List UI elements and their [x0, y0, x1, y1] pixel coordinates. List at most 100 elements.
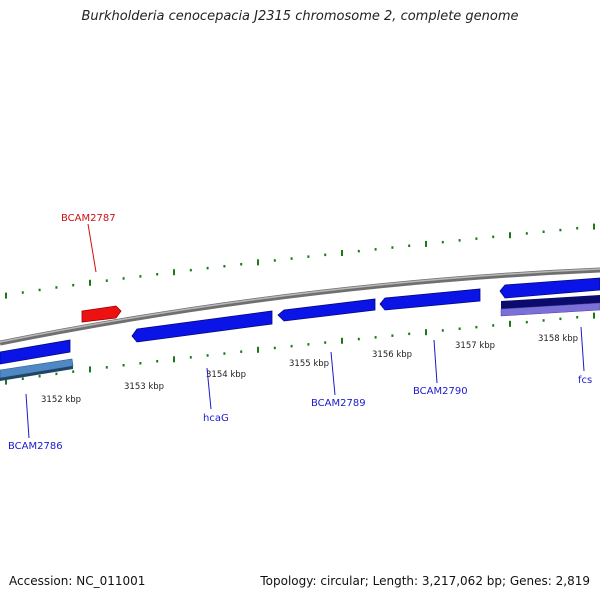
leader-fcs [580, 326, 585, 372]
inner-tick-mark [240, 350, 243, 353]
inner-tick-mark [5, 378, 7, 385]
gene-arrow-bcam2787[interactable] [81, 305, 122, 323]
inner-tick-mark [542, 319, 545, 322]
outer-tick-mark [273, 259, 276, 262]
gene-reverse-dark[interactable] [501, 295, 600, 309]
inner-tick-mark [458, 327, 461, 330]
gene-label-fcs[interactable]: fcs [578, 375, 592, 386]
outer-tick-mark [391, 246, 394, 249]
inner-tick-mark [55, 372, 58, 376]
inner-tick-mark [173, 356, 175, 363]
outer-tick-mark [290, 257, 293, 260]
inner-tick-mark [324, 341, 327, 344]
outer-tick-mark [441, 240, 444, 244]
scale-label: 3152 kbp [41, 395, 81, 405]
outer-tick-mark [425, 240, 427, 247]
scale-label: 3157 kbp [455, 341, 495, 351]
outer-tick-mark [105, 279, 108, 282]
outer-tick-ring [5, 223, 595, 299]
outer-tick-mark [122, 277, 125, 280]
outer-tick-mark [156, 273, 159, 276]
inner-tick-mark [341, 337, 343, 344]
chromosome-backbone-highlight [0, 268, 600, 343]
outer-tick-mark [307, 255, 310, 258]
inner-tick-mark [38, 375, 41, 378]
gene-arrow-right-edge[interactable] [499, 277, 600, 299]
inner-tick-mark [290, 344, 293, 348]
accession-text: Accession: NC_011001 [9, 574, 146, 588]
outer-tick-mark [257, 259, 259, 266]
inner-tick-mark [307, 343, 310, 346]
inner-tick-mark [475, 325, 478, 329]
inner-tick-mark [122, 364, 125, 367]
inner-tick-mark [139, 362, 142, 365]
outer-tick-mark [5, 292, 7, 299]
outer-tick-mark [72, 283, 75, 287]
outer-tick-mark [341, 250, 343, 256]
outer-tick-mark [576, 227, 579, 230]
inner-tick-mark [206, 354, 209, 357]
outer-tick-mark [374, 248, 377, 251]
outer-tick-mark [525, 232, 528, 235]
scale-label: 3156 kbp [372, 350, 412, 360]
map-title: Burkholderia cenocepacia J2315 chromosom… [81, 9, 519, 24]
inner-tick-mark [21, 377, 24, 380]
scale-label: 3153 kbp [124, 382, 164, 392]
gene-arrow-hcag[interactable] [131, 310, 273, 343]
outer-tick-mark [475, 237, 478, 240]
inner-tick-mark [156, 360, 159, 363]
gene-label-bcam2787[interactable]: BCAM2787 [61, 213, 116, 224]
outer-tick-mark [559, 228, 562, 232]
gene-label-bcam2789[interactable]: BCAM2789 [311, 398, 366, 409]
scale-label: 3158 kbp [538, 334, 578, 344]
gene-arrow-left-edge[interactable] [0, 339, 71, 365]
inner-tick-mark [189, 356, 192, 359]
inner-tick-mark [441, 329, 444, 332]
gene-label-bcam2786[interactable]: BCAM2786 [8, 441, 63, 452]
outer-tick-mark [89, 279, 91, 286]
outer-tick-mark [408, 244, 411, 247]
inner-tick-mark [391, 334, 394, 337]
outer-tick-mark [458, 239, 461, 242]
leader-bcam2786 [25, 393, 30, 439]
inner-tick-mark [525, 320, 528, 324]
outer-tick-mark [189, 268, 192, 272]
outer-tick-mark [593, 223, 595, 230]
leader-bcam2789 [330, 351, 336, 396]
gene-arrow-bcam2790[interactable] [379, 288, 481, 311]
outer-tick-mark [173, 269, 175, 276]
leader-bcam2787 [87, 223, 97, 273]
scale-label: 3155 kbp [289, 359, 329, 369]
scale-label: 3154 kbp [206, 370, 246, 380]
inner-tick-mark [593, 312, 595, 319]
leader-bcam2790 [433, 339, 438, 384]
outer-tick-mark [509, 232, 511, 239]
outer-tick-mark [21, 291, 24, 294]
inner-tick-mark [408, 332, 411, 336]
inner-tick-ring [5, 312, 595, 385]
gene-arrow-bcam2789[interactable] [277, 298, 376, 322]
inner-tick-mark [492, 324, 495, 327]
inner-tick-mark [273, 346, 276, 350]
inner-tick-mark [559, 317, 562, 321]
inner-tick-mark [425, 329, 427, 336]
outer-tick-mark [206, 266, 209, 270]
outer-tick-mark [357, 249, 360, 253]
gene-reverse-violet[interactable] [500, 302, 600, 317]
outer-tick-mark [55, 286, 58, 289]
gene-label-bcam2790[interactable]: BCAM2790 [413, 386, 468, 397]
inner-tick-mark [105, 366, 108, 369]
outer-tick-mark [324, 253, 327, 257]
inner-tick-mark [223, 352, 226, 355]
outer-tick-mark [223, 265, 226, 268]
gene-reverse-dark-edge[interactable] [0, 366, 73, 381]
inner-tick-mark [509, 320, 511, 327]
inner-tick-mark [374, 336, 377, 339]
leader-hcag [206, 367, 212, 410]
inner-tick-mark [72, 370, 75, 373]
gene-label-hcag[interactable]: hcaG [203, 413, 229, 424]
inner-tick-mark [357, 337, 360, 341]
outer-tick-mark [542, 230, 545, 233]
outer-tick-mark [240, 263, 243, 266]
